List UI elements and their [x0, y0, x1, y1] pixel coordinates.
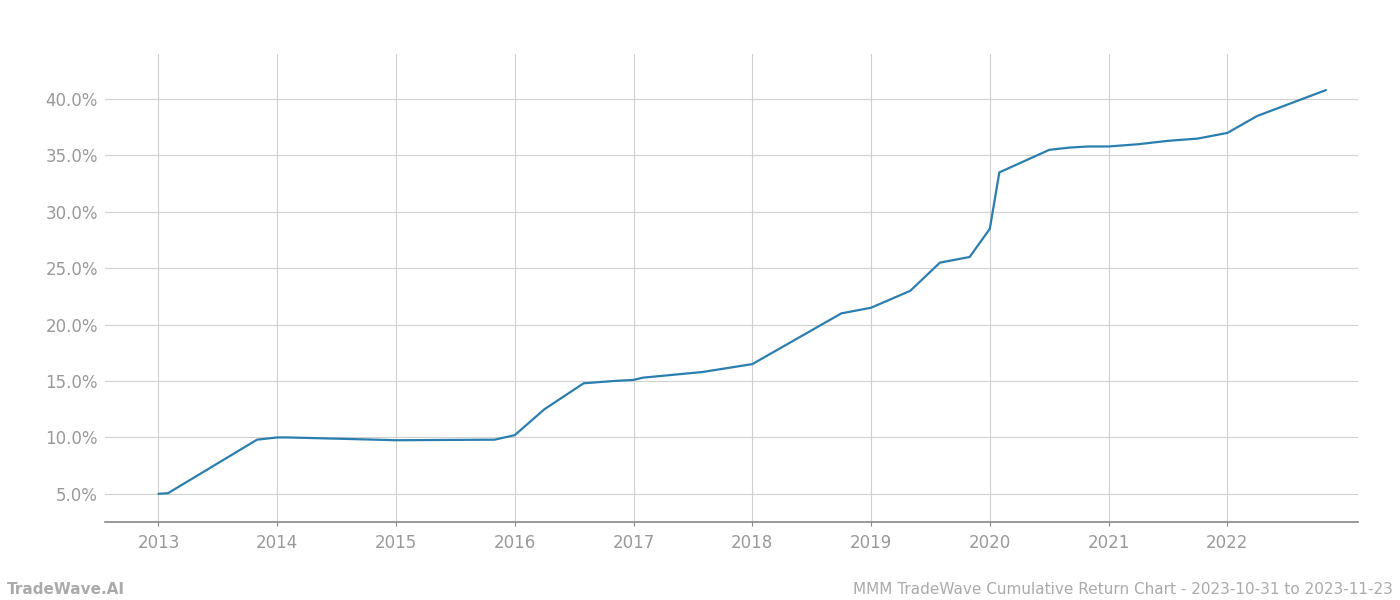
Text: MMM TradeWave Cumulative Return Chart - 2023-10-31 to 2023-11-23: MMM TradeWave Cumulative Return Chart - …	[853, 582, 1393, 597]
Text: TradeWave.AI: TradeWave.AI	[7, 582, 125, 597]
